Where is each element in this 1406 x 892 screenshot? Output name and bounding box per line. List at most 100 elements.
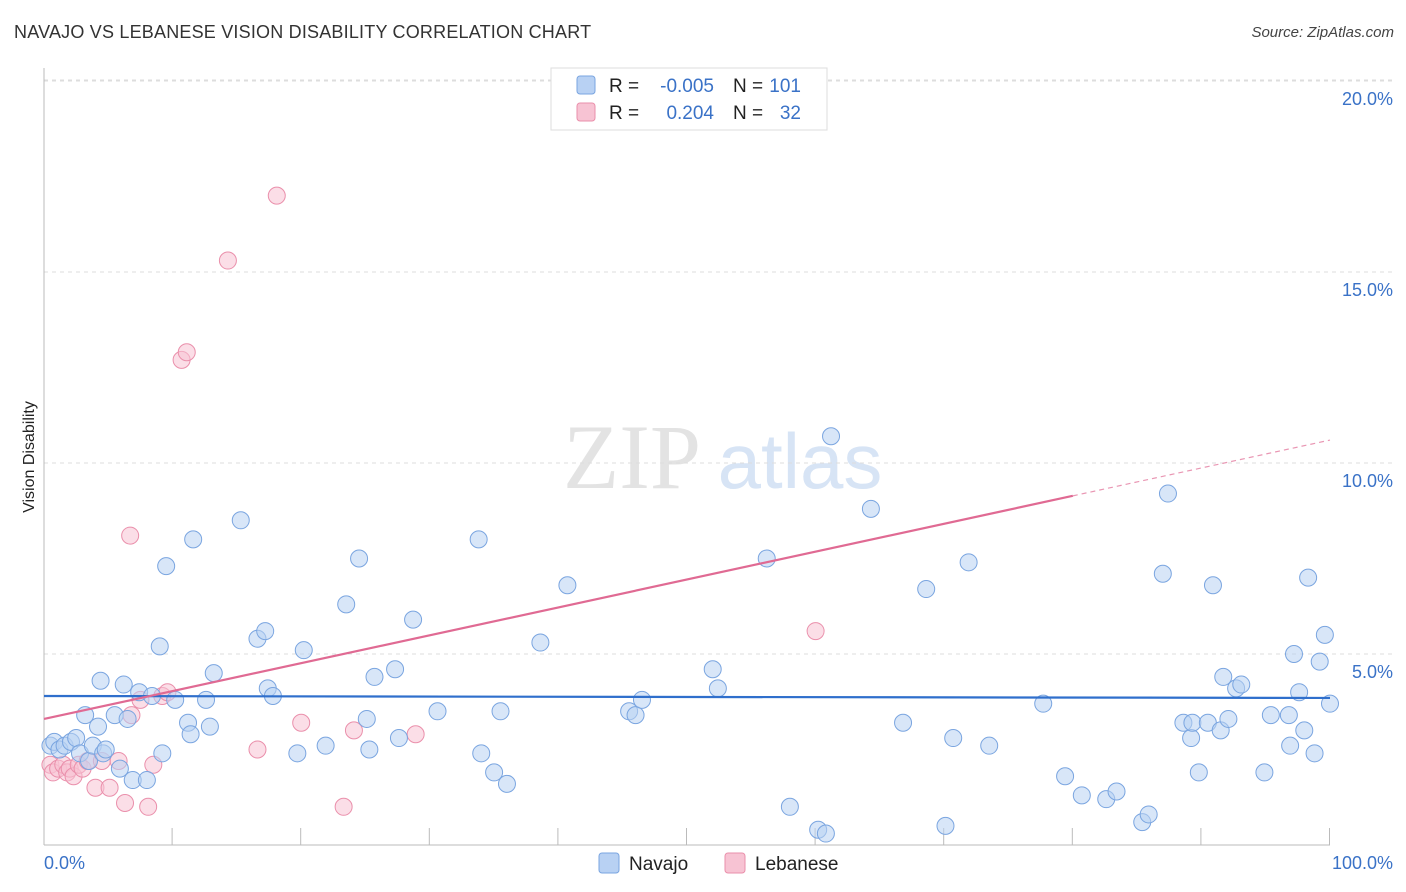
navajo-point-69 — [936, 816, 955, 835]
lebanese-point-30 — [406, 725, 425, 744]
navajo-point-46 — [389, 729, 408, 748]
navajo-point-60 — [708, 679, 727, 698]
navajo-point-65 — [822, 427, 841, 446]
navajo-point-103 — [1315, 625, 1334, 644]
navajo-point-10 — [89, 717, 108, 736]
legend-swatch-lebanese — [576, 102, 596, 122]
legend-swatch-navajo — [576, 75, 596, 95]
navajo-point-23 — [153, 744, 172, 763]
legend-n-label-navajo: N = — [733, 76, 763, 97]
navajo-point-17 — [118, 709, 137, 728]
navajo-point-70 — [959, 553, 978, 572]
watermark-atlas: atlas — [718, 417, 883, 505]
legend-r-label-lebanese: R = — [609, 103, 639, 124]
trend-lines — [43, 439, 1331, 721]
watermark-zip: ZIP — [563, 406, 701, 508]
navajo-point-77 — [1107, 782, 1126, 801]
y-tick-label-1: 10.0% — [1342, 471, 1393, 491]
navajo-point-36 — [256, 622, 275, 641]
y-axis-label: Vision Disability — [21, 401, 38, 513]
navajo-point-98 — [1290, 683, 1309, 702]
legend-r-value-lebanese: 0.204 — [666, 103, 714, 124]
navajo-point-50 — [472, 744, 491, 763]
navajo-point-89 — [1214, 667, 1233, 686]
navajo-point-51 — [485, 763, 504, 782]
correlation-legend: R = -0.005 N = 101 R = 0.204 N = 32 — [550, 67, 828, 131]
navajo-point-39 — [316, 736, 335, 755]
lebanese-points — [41, 186, 825, 816]
navajo-point-104 — [1321, 694, 1339, 713]
navajo-point-84 — [1183, 713, 1202, 732]
navajo-point-24 — [157, 557, 176, 576]
navajo-point-64 — [816, 824, 835, 843]
navajo-point-30 — [197, 690, 216, 709]
navajo-trend-solid — [43, 694, 1331, 700]
navajo-point-73 — [1034, 694, 1053, 713]
navajo-point-68 — [917, 580, 936, 599]
navajo-point-15 — [110, 759, 129, 778]
navajo-point-66 — [861, 499, 880, 518]
navajo-point-28 — [184, 530, 203, 549]
navajo-point-40 — [337, 595, 356, 614]
x-tick-max: 100.0% — [1332, 853, 1393, 873]
navajo-point-75 — [1072, 786, 1091, 805]
navajo-point-101 — [1305, 744, 1324, 763]
lebanese-point-27 — [292, 713, 311, 732]
lebanese-point-21 — [121, 526, 140, 545]
navajo-point-102 — [1310, 652, 1329, 671]
lebanese-point-23 — [177, 343, 196, 362]
navajo-point-93 — [1255, 763, 1274, 782]
navajo-point-37 — [288, 744, 307, 763]
y-tick-label-2: 15.0% — [1342, 280, 1393, 300]
navajo-point-92 — [1232, 675, 1251, 694]
navajo-point-57 — [626, 706, 645, 725]
navajo-point-52 — [491, 702, 510, 721]
navajo-point-55 — [558, 576, 577, 595]
navajo-point-27 — [181, 725, 200, 744]
navajo-point-95 — [1279, 706, 1298, 725]
navajo-point-99 — [1295, 721, 1314, 740]
navajo-point-74 — [1056, 767, 1075, 786]
navajo-point-62 — [780, 797, 799, 816]
navajo-point-47 — [404, 610, 423, 629]
navajo-point-72 — [980, 736, 999, 755]
lebanese-point-25 — [267, 186, 286, 205]
navajo-point-85 — [1189, 763, 1208, 782]
lebanese-point-28 — [334, 797, 353, 816]
navajo-point-67 — [894, 713, 913, 732]
chart-title: NAVAJO VS LEBANESE VISION DISABILITY COR… — [14, 22, 592, 42]
navajo-point-16 — [114, 675, 133, 694]
lebanese-point-17 — [139, 797, 158, 816]
lebanese-point-12 — [100, 778, 119, 797]
navajo-point-87 — [1203, 576, 1222, 595]
lebanese-point-29 — [344, 721, 363, 740]
navajo-point-41 — [350, 549, 369, 568]
legend-r-value-navajo: -0.005 — [660, 76, 714, 97]
navajo-point-83 — [1182, 729, 1201, 748]
navajo-point-53 — [497, 774, 516, 793]
navajo-point-94 — [1261, 706, 1280, 725]
legend-n-label-lebanese: N = — [733, 103, 763, 124]
navajo-point-31 — [204, 664, 223, 683]
x-tick-min: 0.0% — [44, 853, 85, 873]
navajo-point-13 — [96, 740, 115, 759]
y-tick-label-3: 20.0% — [1342, 89, 1393, 109]
navajo-point-79 — [1139, 805, 1158, 824]
navajo-point-59 — [703, 660, 722, 679]
navajo-point-97 — [1284, 645, 1303, 663]
navajo-point-29 — [200, 717, 219, 736]
gridlines — [44, 79, 1393, 655]
navajo-point-22 — [150, 637, 169, 656]
lebanese-trend-dashed — [1072, 439, 1331, 497]
lebanese-point-31 — [806, 622, 825, 641]
navajo-point-100 — [1299, 568, 1318, 587]
navajo-point-96 — [1281, 736, 1300, 755]
navajo-point-43 — [360, 740, 379, 759]
navajo-point-49 — [469, 530, 488, 549]
navajo-point-5 — [67, 729, 86, 748]
series-legend-swatch-navajo — [598, 852, 620, 874]
navajo-point-38 — [294, 641, 313, 660]
navajo-point-54 — [531, 633, 550, 652]
y-tick-label-0: 5.0% — [1352, 662, 1393, 682]
